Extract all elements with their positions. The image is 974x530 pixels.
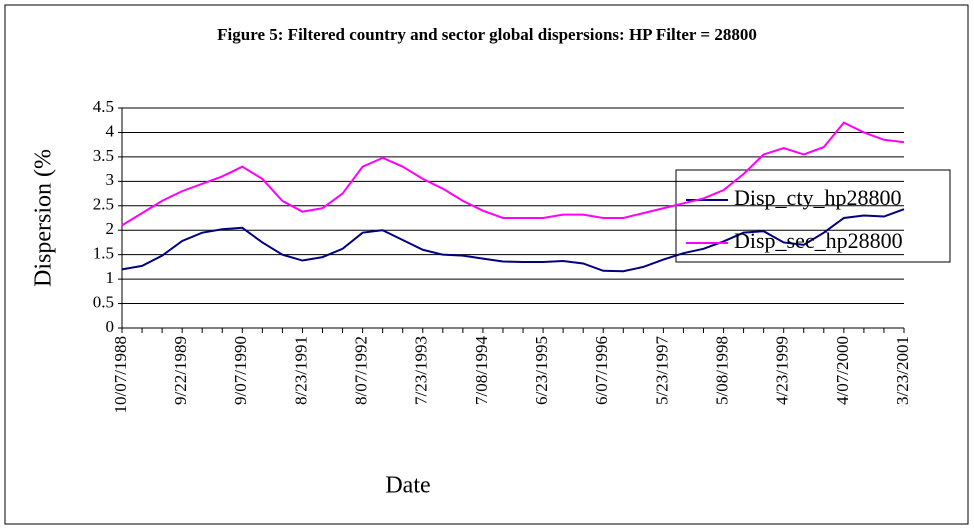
x-tick-label: 4/23/1999 — [773, 336, 792, 405]
y-tick-label: 1 — [106, 268, 115, 287]
x-axis-title: Date — [385, 473, 430, 499]
y-tick-label: 4 — [106, 121, 115, 140]
legend-label: Disp_sec_hp28800 — [734, 228, 903, 253]
x-tick-label: 8/23/1991 — [291, 336, 310, 405]
x-tick-label: 10/07/1988 — [111, 336, 130, 413]
x-tick-label: 9/07/1990 — [231, 336, 250, 405]
y-tick-label: 4.5 — [93, 97, 114, 116]
x-tick-label: 5/23/1997 — [652, 336, 671, 405]
x-tick-label: 4/07/2000 — [833, 336, 852, 405]
x-tick-label: 6/23/1995 — [532, 336, 551, 405]
chart-border — [4, 4, 969, 525]
x-tick-label: 5/08/1998 — [712, 336, 731, 405]
legend-label: Disp_cty_hp28800 — [734, 185, 901, 210]
x-tick-label: 3/23/2001 — [893, 336, 912, 405]
y-tick-label: 1.5 — [93, 244, 114, 263]
series-line — [121, 121, 905, 227]
x-tick-label: 6/07/1996 — [592, 336, 611, 405]
y-tick-label: 3.5 — [93, 146, 114, 165]
y-tick-label: 2 — [106, 219, 115, 238]
y-tick-label: 2.5 — [93, 195, 114, 214]
x-tick-label: 8/07/1992 — [352, 336, 371, 405]
series-line — [121, 208, 905, 273]
x-tick-label: 7/08/1994 — [472, 336, 491, 405]
y-tick-label: 0.5 — [93, 292, 114, 311]
x-tick-label: 9/22/1989 — [171, 336, 190, 405]
chart-title: Figure 5: Filtered country and sector gl… — [217, 25, 757, 44]
y-tick-label: 3 — [106, 170, 115, 189]
x-tick-label: 7/23/1993 — [412, 336, 431, 405]
y-axis-title: Dispersion (% — [31, 149, 57, 287]
y-tick-label: 0 — [106, 317, 115, 336]
legend-box — [675, 169, 951, 263]
